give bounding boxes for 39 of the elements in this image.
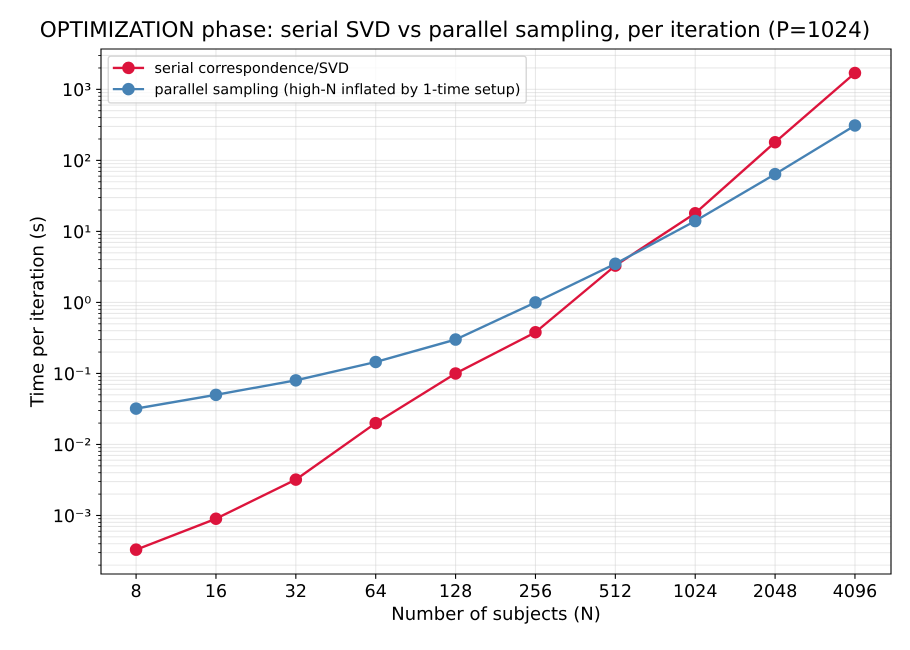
point [290,374,302,387]
y-tick-label: 10³ [64,83,90,96]
x-tick-label: 512 [600,584,630,598]
point [688,214,702,228]
legend-label: serial correspondence/SVD [155,62,348,76]
x-tick-label: 8 [132,584,140,598]
point [290,473,302,486]
point [529,326,542,339]
x-tick-label: 32 [286,584,306,598]
x-tick-label: 2048 [754,584,796,598]
legend-label: parallel sampling (high-N inflated by 1-time setup) [156,83,520,98]
point [369,356,382,368]
point [848,119,862,132]
point [369,416,382,430]
chart-title: OPTIMIZATION phase: serial SVD vs parallel sampling, per iteration (P=1024) [40,20,868,42]
point [130,402,142,415]
x-tick-label: 256 [520,584,552,598]
point [529,296,542,309]
point [449,333,462,346]
y-tick-label: 10² [64,154,90,168]
point [449,367,462,380]
x-tick-label: 16 [206,584,226,598]
point [130,543,142,556]
point [768,136,782,148]
x-axis-title: Number of subjects (N) [392,606,600,624]
x-tick-label: 1024 [674,584,716,598]
y-tick-label: 10⁻³ [54,509,90,522]
y-tick-label: 10⁰ [64,296,91,310]
point [210,388,222,402]
point [210,512,222,525]
point [768,168,782,180]
y-tick-label: 10⁻¹ [54,367,90,380]
x-tick-label: 64 [366,584,386,598]
x-tick-label: 4096 [834,584,876,598]
x-tick-label: 128 [440,584,472,598]
point [848,66,862,80]
y-axis-title: Time per iteration (s) [30,217,48,408]
y-tick-label: 10¹ [64,225,90,238]
y-tick-label: 10⁻² [54,438,90,452]
